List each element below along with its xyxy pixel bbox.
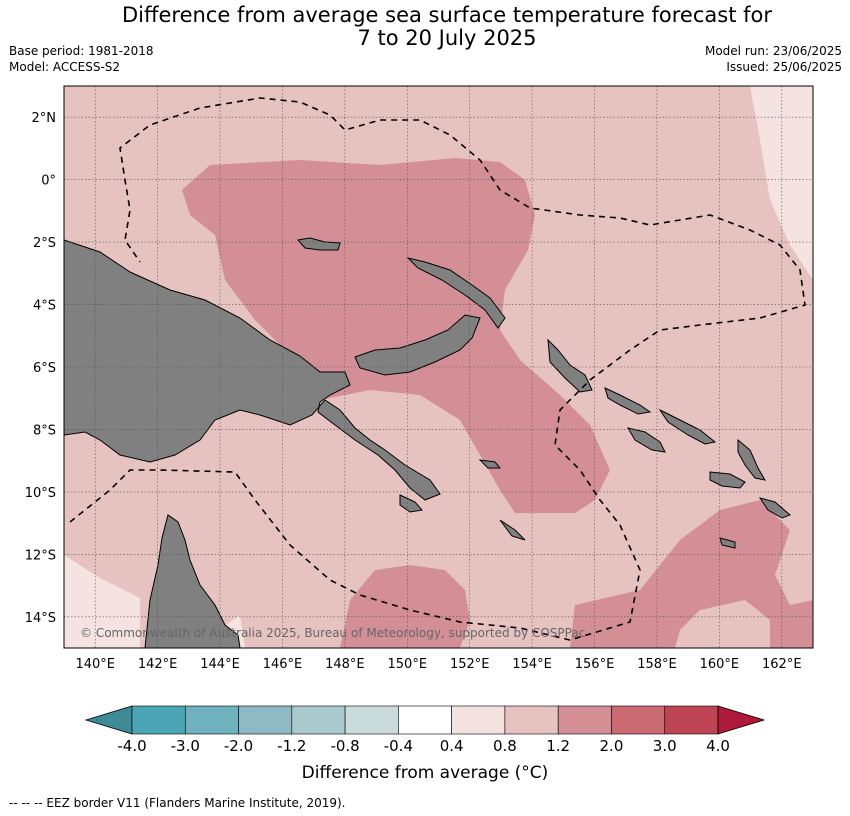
title-line-1: Difference from average sea surface temp…: [122, 3, 772, 27]
longitude-tick-label: 160°E: [700, 657, 740, 672]
latitude-tick-label: 8°S: [33, 423, 56, 438]
eez-border: [69, 97, 806, 641]
dentrecasteaux-islands: [399, 494, 423, 513]
new-ireland-island: [406, 257, 506, 329]
map-area: © Commonwealth of Australia 2025, Bureau…: [64, 86, 813, 648]
longitude-tick-label: 162°E: [762, 657, 802, 672]
malaita-island: [737, 438, 766, 481]
longitude-tick-label: 158°E: [637, 657, 677, 672]
colorbar-segment: [344, 705, 399, 735]
sst-anomaly-map: © Commonwealth of Australia 2025, Bureau…: [25, 85, 814, 755]
latitude-tick-label: 4°S: [33, 299, 56, 314]
run-info: Model run: 23/06/2025 Issued: 25/06/2025: [705, 43, 842, 75]
map-frame: [63, 85, 814, 649]
copyright-text: © Commonwealth of Australia 2025, Bureau…: [80, 626, 585, 640]
longitude-tick-labels: 140°E 142°E 144°E 146°E 148°E 150°E 152°E 154°E…: [75, 657, 801, 672]
colorbar-segment: [291, 705, 346, 735]
longitude-tick-label: 144°E: [200, 657, 240, 672]
colorbar-tick-label: 3.0: [653, 737, 677, 755]
colorbar-segment: [131, 705, 186, 735]
longitude-tick-label: 150°E: [388, 657, 428, 672]
new-guinea-landmass: [64, 239, 441, 501]
colorbar-tick-label: -3.0: [171, 737, 200, 755]
latitude-tick-label: 6°S: [33, 361, 56, 376]
cape-york-peninsula: [144, 514, 241, 648]
santa-isabel-island: [658, 408, 717, 445]
colorbar-tick-label: 1.2: [546, 737, 570, 755]
base-period-text: Base period: 1981-2018: [9, 44, 154, 58]
longitude-tick-label: 154°E: [512, 657, 552, 672]
map-title: Difference from average sea surface temp…: [0, 4, 850, 50]
eez-footnote: -- -- -- EEZ border V11 (Flanders Marine…: [9, 796, 346, 810]
colorbar-extend-high: [717, 705, 766, 735]
anomaly-band-0.4-0.8-ne: [750, 86, 813, 280]
longitude-tick-label: 140°E: [75, 657, 115, 672]
louisiade-archipelago: [499, 519, 526, 541]
colorbar-tick-label: -1.2: [277, 737, 306, 755]
colorbar: -4.0 -3.0 -2.0 -1.2 -0.8 -0.4 0.4 0.8 1.2 2.0 3.0 4…: [84, 705, 766, 755]
small-island: [719, 537, 736, 549]
choiseul-island: [604, 387, 652, 415]
longitude-tick-label: 152°E: [450, 657, 490, 672]
colorbar-segment: [664, 705, 719, 735]
colorbar-segment: [451, 705, 506, 735]
guadalcanal-island: [626, 427, 666, 453]
colorbar-extend-low: [84, 705, 133, 735]
colorbar-tick-label: 2.0: [600, 737, 624, 755]
latitude-tick-label: 10°S: [25, 486, 56, 501]
latitude-tick-label: 2°N: [32, 111, 57, 126]
rennell-island: [758, 497, 791, 519]
colorbar-segment: [504, 705, 559, 735]
colorbar-tick-label: 0.8: [493, 737, 517, 755]
longitude-tick-label: 156°E: [575, 657, 615, 672]
manus-island: [297, 237, 341, 251]
colorbar-tick-label: -2.0: [224, 737, 253, 755]
colorbar-tick-label: -0.4: [384, 737, 413, 755]
anomaly-band-1.2-2.0-central: [182, 158, 610, 513]
anomaly-band-1.2-2.0-coral-sea: [340, 565, 470, 648]
anomaly-band-0.4-0.8-sw: [64, 555, 140, 648]
colorbar-segment: [238, 705, 293, 735]
anomaly-band-1.2-2.0-southeast: [570, 500, 813, 648]
longitude-tick-label: 148°E: [325, 657, 365, 672]
colorbar-segment: [611, 705, 666, 735]
issued-text: Issued: 25/06/2025: [726, 60, 842, 74]
longitude-tick-label: 142°E: [138, 657, 178, 672]
colorbar-tick-label: 4.0: [706, 737, 730, 755]
colorbar-tick-label: -0.8: [330, 737, 359, 755]
latitude-tick-label: 2°S: [33, 236, 56, 251]
bougainville-island: [547, 338, 593, 393]
trobriand-islands: [478, 459, 502, 469]
latitude-tick-label: 14°S: [25, 611, 56, 626]
colorbar-segment: [184, 705, 239, 735]
base-info: Base period: 1981-2018 Model: ACCESS-S2: [9, 43, 154, 75]
latitude-tick-label: 0°: [41, 174, 56, 189]
colorbar-title: Difference from average (°C): [301, 763, 549, 783]
colorbar-segment: [398, 705, 452, 735]
latitude-tick-label: 12°S: [25, 548, 56, 563]
colorbar-segment: [557, 705, 612, 735]
new-britain-island: [354, 314, 481, 376]
model-text: Model: ACCESS-S2: [9, 60, 121, 74]
model-run-text: Model run: 23/06/2025: [704, 44, 842, 58]
colorbar-tick-label: -4.0: [117, 737, 146, 755]
colorbar-tick-label: 0.4: [440, 737, 464, 755]
longitude-tick-label: 146°E: [263, 657, 303, 672]
makira-island: [709, 471, 746, 489]
latitude-tick-labels: 2°N 0° 2°S 4°S 6°S 8°S 10°S 12°S 14°S: [25, 111, 56, 626]
title-line-2: 7 to 20 July 2025: [357, 26, 537, 50]
